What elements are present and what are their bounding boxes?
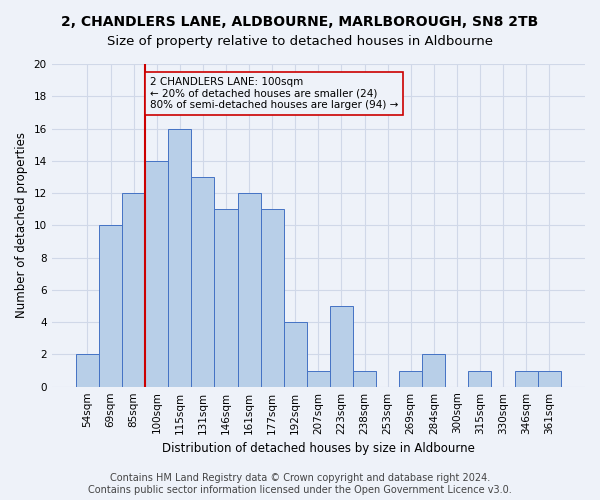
X-axis label: Distribution of detached houses by size in Aldbourne: Distribution of detached houses by size … (162, 442, 475, 455)
Y-axis label: Number of detached properties: Number of detached properties (15, 132, 28, 318)
Bar (122, 193, 145, 386)
Text: 2, CHANDLERS LANE, ALDBOURNE, MARLBOROUGH, SN8 2TB: 2, CHANDLERS LANE, ALDBOURNE, MARLBOROUG… (61, 15, 539, 29)
Bar (399, 370, 422, 386)
Text: Contains HM Land Registry data © Crown copyright and database right 2024.
Contai: Contains HM Land Registry data © Crown c… (88, 474, 512, 495)
Bar (214, 209, 238, 386)
Bar (330, 306, 353, 386)
Bar (353, 370, 376, 386)
Bar (538, 370, 561, 386)
Bar (515, 370, 538, 386)
Bar (238, 193, 260, 386)
Text: Size of property relative to detached houses in Aldbourne: Size of property relative to detached ho… (107, 35, 493, 48)
Text: 2 CHANDLERS LANE: 100sqm
← 20% of detached houses are smaller (24)
80% of semi-d: 2 CHANDLERS LANE: 100sqm ← 20% of detach… (150, 77, 398, 110)
Bar (422, 354, 445, 386)
Bar (284, 322, 307, 386)
Bar (76, 354, 99, 386)
Bar (469, 370, 491, 386)
Bar (307, 370, 330, 386)
Bar (191, 177, 214, 386)
Bar (99, 226, 122, 386)
Bar (260, 209, 284, 386)
Bar (145, 161, 168, 386)
Bar (168, 128, 191, 386)
